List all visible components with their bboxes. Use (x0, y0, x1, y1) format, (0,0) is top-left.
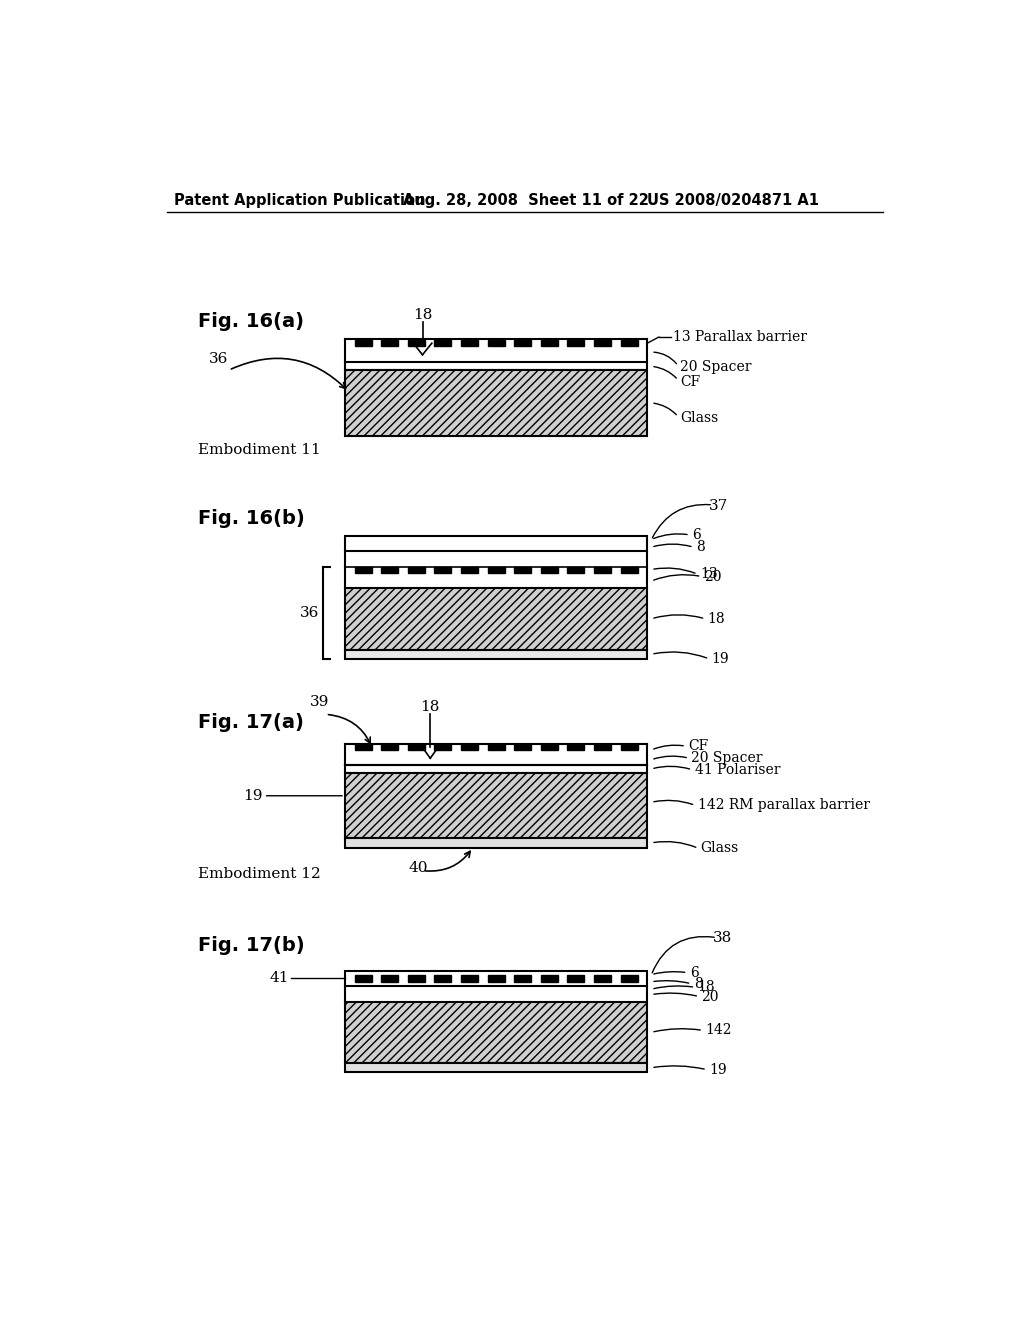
Bar (354, 975, 372, 982)
Text: 19: 19 (243, 789, 262, 803)
Bar (621, 566, 638, 573)
Text: 19: 19 (710, 1063, 727, 1077)
Bar (567, 341, 585, 346)
Bar (354, 743, 372, 750)
Text: 40: 40 (409, 862, 428, 875)
Text: 142: 142 (706, 1023, 732, 1038)
Bar (434, 975, 452, 982)
Bar (345, 589, 647, 649)
Bar (487, 566, 505, 573)
Bar (514, 341, 531, 346)
Bar (434, 341, 452, 346)
Text: 18: 18 (697, 981, 715, 994)
Bar (541, 566, 558, 573)
Bar (621, 341, 638, 346)
Text: 20 Spacer: 20 Spacer (691, 751, 763, 766)
Bar (345, 1063, 647, 1072)
Text: CF: CF (680, 375, 700, 388)
Bar (461, 975, 478, 982)
Bar (408, 743, 425, 750)
Bar (345, 649, 647, 659)
Text: 18: 18 (708, 612, 725, 626)
Bar (594, 566, 611, 573)
Text: Fig. 17(b): Fig. 17(b) (198, 936, 304, 956)
Bar (487, 341, 505, 346)
Text: 37: 37 (710, 499, 728, 512)
Text: 20 Spacer: 20 Spacer (680, 360, 752, 375)
Bar (621, 743, 638, 750)
Text: 36: 36 (209, 351, 228, 366)
Text: 6: 6 (692, 528, 701, 543)
Bar (594, 743, 611, 750)
Text: 41 Polariser: 41 Polariser (694, 763, 780, 776)
Bar (594, 975, 611, 982)
Bar (541, 975, 558, 982)
Bar (461, 566, 478, 573)
Text: Embodiment 12: Embodiment 12 (198, 867, 321, 880)
Text: 8: 8 (693, 977, 702, 991)
Text: 18: 18 (421, 701, 440, 714)
Text: 39: 39 (310, 694, 330, 709)
Text: Fig. 16(b): Fig. 16(b) (198, 508, 304, 528)
Text: Glass: Glass (680, 412, 718, 425)
Text: CF: CF (688, 739, 709, 754)
Text: Embodiment 11: Embodiment 11 (198, 444, 321, 457)
Bar (594, 341, 611, 346)
Bar (408, 341, 425, 346)
Text: 6: 6 (690, 966, 698, 979)
Text: 142 RM parallax barrier: 142 RM parallax barrier (697, 799, 869, 812)
Bar (345, 838, 647, 847)
Text: 38: 38 (713, 931, 732, 945)
Bar (345, 536, 647, 552)
Text: US 2008/0204871 A1: US 2008/0204871 A1 (647, 193, 819, 209)
Bar (345, 363, 647, 370)
Bar (408, 566, 425, 573)
Bar (434, 743, 452, 750)
Bar (487, 975, 505, 982)
Text: 36: 36 (300, 606, 319, 619)
Text: 41: 41 (269, 972, 289, 986)
Text: Fig. 16(a): Fig. 16(a) (198, 313, 304, 331)
Bar (434, 566, 452, 573)
Text: 19: 19 (712, 652, 729, 665)
Text: 20: 20 (701, 990, 719, 1003)
Text: 8: 8 (696, 540, 705, 554)
Bar (621, 975, 638, 982)
Bar (461, 743, 478, 750)
Text: 13: 13 (700, 568, 718, 581)
Bar (345, 766, 647, 774)
Text: Glass: Glass (700, 841, 739, 855)
Bar (567, 743, 585, 750)
Bar (567, 975, 585, 982)
Bar (345, 370, 647, 436)
Bar (381, 341, 398, 346)
Text: 13 Parallax barrier: 13 Parallax barrier (673, 330, 807, 345)
Bar (354, 566, 372, 573)
Bar (461, 341, 478, 346)
Bar (514, 743, 531, 750)
Bar (381, 975, 398, 982)
Text: Fig. 17(a): Fig. 17(a) (198, 713, 304, 731)
Bar (345, 970, 647, 986)
Bar (408, 975, 425, 982)
Bar (541, 743, 558, 750)
Bar (354, 341, 372, 346)
Text: Aug. 28, 2008  Sheet 11 of 22: Aug. 28, 2008 Sheet 11 of 22 (403, 193, 649, 209)
Bar (381, 566, 398, 573)
Bar (345, 774, 647, 838)
Text: 20: 20 (703, 569, 721, 583)
Bar (487, 743, 505, 750)
Bar (514, 566, 531, 573)
Bar (381, 743, 398, 750)
Bar (567, 566, 585, 573)
Bar (541, 341, 558, 346)
Text: Patent Application Publication: Patent Application Publication (174, 193, 426, 209)
Text: 18: 18 (413, 309, 432, 322)
Bar (345, 1002, 647, 1063)
Bar (514, 975, 531, 982)
